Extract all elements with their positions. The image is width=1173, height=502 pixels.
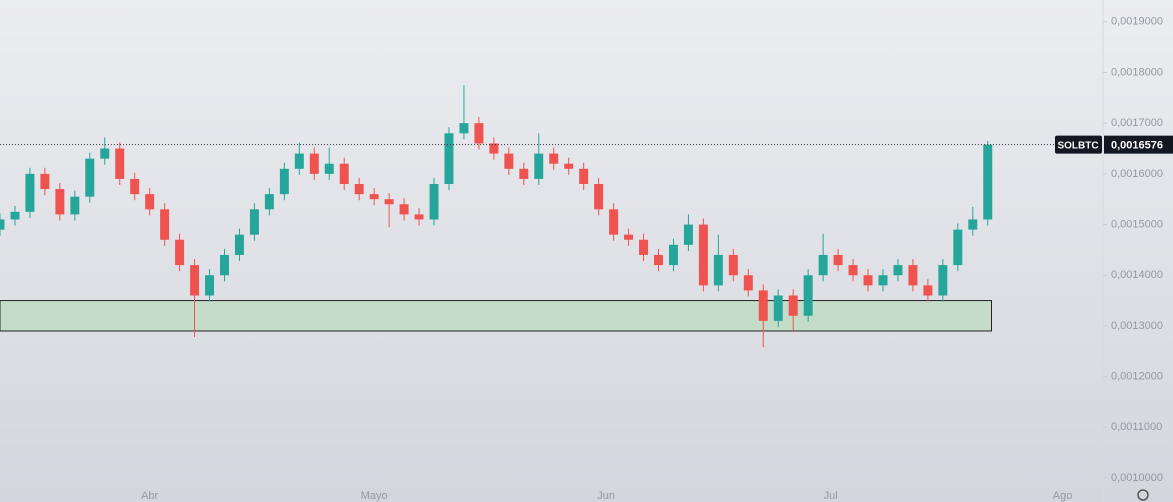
- y-tick-label: 0,0015000: [1111, 218, 1163, 230]
- candle-body: [758, 290, 768, 321]
- candle-body: [0, 219, 5, 230]
- candle-body: [339, 163, 349, 184]
- candle-body: [743, 275, 753, 291]
- y-tick-label: 0,0018000: [1111, 66, 1163, 78]
- candle-body: [399, 204, 409, 215]
- candle-body: [713, 254, 723, 286]
- candle-body: [220, 254, 229, 276]
- candle-body: [354, 183, 364, 195]
- candle-body: [848, 265, 858, 276]
- candle-body: [564, 163, 574, 169]
- candle-body: [324, 163, 334, 174]
- x-tick-label: Jul: [824, 490, 838, 502]
- x-tick-label: Ago: [1053, 490, 1073, 502]
- candle-body: [923, 285, 933, 296]
- candle-body: [25, 173, 35, 212]
- candle-body: [788, 295, 798, 316]
- candle-body: [264, 194, 274, 210]
- settings-icon[interactable]: [1137, 489, 1149, 501]
- candle-body: [549, 153, 559, 164]
- candle-body: [160, 209, 170, 240]
- candle-body: [85, 158, 95, 197]
- candle-body: [773, 295, 783, 321]
- y-tick-label: 0,0014000: [1111, 269, 1163, 281]
- symbol-label: SOLBTC: [1057, 140, 1098, 151]
- y-tick-label: 0,0010000: [1111, 472, 1163, 484]
- candle-body: [878, 275, 888, 286]
- candle-body: [249, 209, 259, 235]
- candle-body: [55, 189, 65, 215]
- candle-body: [893, 265, 903, 276]
- candle-body: [294, 153, 304, 169]
- candle-body: [624, 234, 634, 240]
- candle-body: [145, 194, 155, 210]
- y-tick-label: 0,0019000: [1111, 16, 1163, 28]
- candle-body: [654, 254, 663, 266]
- y-tick-label: 0,0013000: [1111, 320, 1163, 332]
- candle-body: [115, 148, 125, 179]
- candle-body: [489, 143, 499, 154]
- candle-body: [384, 199, 394, 205]
- y-tick-label: 0,0011000: [1111, 421, 1162, 433]
- candle-body: [683, 224, 693, 245]
- candle-body: [728, 254, 738, 276]
- candle-body: [429, 183, 439, 220]
- candle-body: [534, 153, 544, 179]
- price-tag: [1104, 135, 1173, 154]
- candle-body: [803, 275, 813, 316]
- candle-body: [953, 229, 963, 266]
- candle-body: [908, 265, 918, 286]
- candle-body: [190, 265, 200, 296]
- x-tick-label: Mayo: [361, 490, 388, 502]
- x-tick-label: Abr: [141, 490, 158, 502]
- candle-body: [579, 168, 589, 184]
- support-zone: [0, 300, 992, 332]
- candle-body: [938, 265, 948, 296]
- candle-body: [474, 123, 484, 144]
- candle-body: [205, 275, 215, 296]
- candle-body: [968, 219, 978, 230]
- candle-body: [414, 214, 424, 220]
- candle-body: [983, 144, 993, 220]
- candle-body: [100, 148, 110, 159]
- y-tick-label: 0,0016000: [1111, 168, 1163, 180]
- candle-body: [594, 183, 604, 210]
- candle-body: [10, 211, 20, 220]
- candle-body: [818, 254, 828, 276]
- candle-body: [444, 133, 454, 184]
- candle-body: [70, 196, 80, 215]
- candle-body: [130, 178, 140, 195]
- y-tick-label: 0,0017000: [1111, 117, 1163, 129]
- y-tick-label: 0,0012000: [1111, 371, 1163, 383]
- price-label: 0,0016576: [1111, 140, 1163, 152]
- candle-body: [234, 234, 244, 255]
- candle-body: [833, 254, 843, 266]
- symbol-tag: [1055, 135, 1102, 154]
- candle-body: [639, 239, 649, 255]
- candle-body: [459, 123, 469, 134]
- candle-body: [504, 153, 514, 169]
- candle-body: [369, 194, 379, 200]
- candle-body: [279, 168, 289, 195]
- candle-body: [309, 153, 319, 174]
- candle-body: [698, 224, 708, 286]
- candle-body: [175, 239, 185, 266]
- candle-body: [519, 168, 529, 179]
- x-tick-label: Jun: [597, 490, 615, 502]
- candle-body: [40, 173, 50, 190]
- candle-body: [863, 275, 873, 286]
- candle-body: [609, 209, 619, 235]
- candle-body: [668, 244, 678, 266]
